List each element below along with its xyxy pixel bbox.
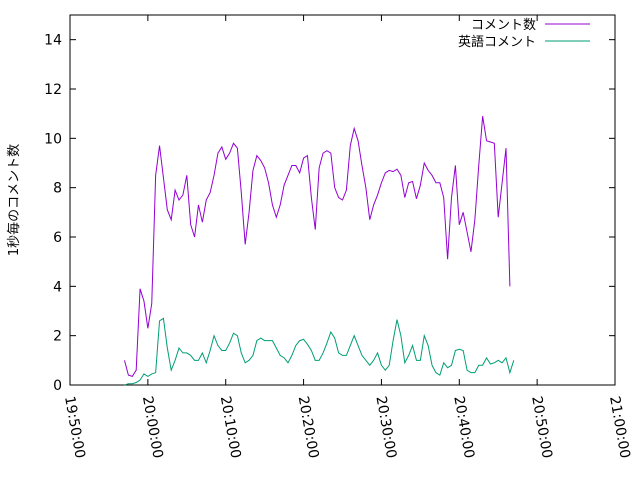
- y-tick-label: 0: [53, 378, 62, 394]
- legend-label-1: コメント数: [471, 18, 536, 33]
- y-tick-label: 12: [44, 82, 62, 98]
- plot-frame: [69, 14, 616, 386]
- series-line-2: [124, 317, 515, 386]
- series-line-1: [124, 116, 511, 377]
- y-tick-label: 4: [53, 279, 62, 295]
- y-axis: 0 2 4 6 8 10 12 14: [44, 33, 615, 394]
- y-tick-label: 6: [53, 230, 62, 246]
- legend-label-2: 英語コメント: [458, 34, 536, 50]
- y-tick-label: 8: [53, 181, 62, 197]
- y-axis-label: 1秒毎のコメント数: [6, 144, 22, 256]
- y-tick-label: 2: [53, 329, 62, 345]
- y-tick-label: 14: [44, 33, 62, 49]
- series-layer: [124, 116, 515, 386]
- y-tick-label: 10: [44, 131, 62, 147]
